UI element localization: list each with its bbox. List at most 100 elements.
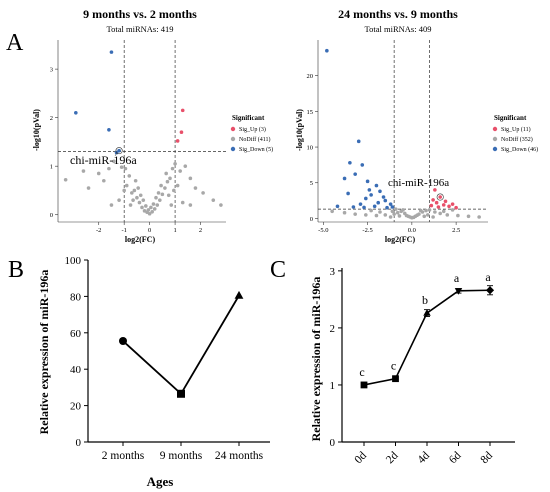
data-point: [374, 213, 379, 218]
data-point: [401, 208, 405, 212]
data-point: [450, 208, 455, 212]
legend-swatch: [230, 126, 236, 132]
x-tick-label: 0d: [353, 449, 370, 466]
data-point: [424, 208, 428, 213]
data-point: [179, 130, 184, 135]
data-point: [132, 188, 137, 193]
y-tick-label: 0: [50, 212, 53, 219]
data-point: [96, 171, 101, 176]
data-point: [170, 166, 175, 171]
x-tick-label: 2 months: [102, 450, 145, 462]
significance-letter: c: [391, 359, 396, 373]
y-tick-label: 1: [50, 164, 53, 171]
data-point-triangle: [423, 309, 431, 316]
data-point: [164, 171, 168, 176]
data-point: [365, 179, 370, 184]
data-point: [335, 204, 340, 209]
data-point: [374, 183, 379, 188]
data-point: [443, 199, 448, 204]
volcano2-ylabel: -log10(pVal): [295, 109, 304, 151]
panel-label-b: B: [8, 257, 24, 283]
data-point: [364, 213, 368, 217]
data-point: [163, 186, 167, 190]
data-point: [127, 174, 132, 178]
data-point: [86, 186, 91, 190]
data-point: [434, 200, 439, 205]
data-point: [109, 50, 114, 54]
data-point: [165, 179, 170, 184]
data-point: [427, 208, 432, 212]
data-point: [408, 215, 412, 219]
significance-letter: c: [359, 365, 364, 379]
data-point: [348, 160, 352, 165]
data-point-square: [177, 389, 185, 398]
data-point: [201, 191, 205, 195]
data-point: [441, 209, 446, 214]
data-point: [151, 202, 156, 206]
data-point: [342, 210, 347, 215]
data-point: [390, 205, 395, 209]
series-line: [122, 295, 240, 396]
data-point: [454, 205, 458, 210]
data-point: [107, 127, 111, 132]
data-point: [378, 189, 382, 194]
data-point: [376, 200, 381, 205]
y-tick-label: 40: [70, 364, 82, 376]
data-point: [188, 176, 193, 181]
data-point: [364, 196, 368, 201]
data-point: [146, 208, 151, 212]
data-point: [383, 213, 388, 217]
x-tick-label: -2: [96, 227, 101, 234]
annotation-circle: [115, 147, 123, 155]
y-tick-label: 3: [330, 266, 336, 278]
data-point: [330, 209, 334, 214]
data-point: [130, 191, 134, 195]
data-point: [378, 210, 382, 214]
data-point: [342, 176, 347, 181]
data-point: [159, 183, 163, 188]
data-point: [425, 213, 430, 217]
volcano1-legend-title: Significant: [232, 114, 265, 122]
data-point: [372, 204, 377, 209]
data-point: [160, 192, 165, 197]
data-point: [346, 191, 350, 196]
data-point: [358, 202, 363, 206]
legend-swatch: [230, 146, 236, 152]
x-tick-label: 2: [199, 227, 202, 234]
data-point: [140, 205, 144, 210]
data-point-diamond: [485, 286, 495, 295]
legend-swatch: [492, 136, 498, 142]
annotation-label: chi-miR-196a: [70, 153, 137, 167]
y-tick-label: 0: [310, 216, 313, 223]
data-point-triangle-down: [454, 288, 463, 295]
data-point: [133, 178, 138, 183]
data-point: [175, 139, 180, 143]
data-point: [394, 207, 398, 211]
data-point: [383, 198, 388, 203]
data-point: [431, 198, 435, 202]
y-tick-label: 3: [50, 67, 53, 74]
annotation-leader: [114, 152, 118, 157]
x-tick-label: 6d: [447, 449, 464, 466]
y-tick-label: 1: [330, 380, 336, 392]
y-tick-label: 60: [70, 328, 82, 340]
x-tick-label: -2.5: [362, 227, 372, 234]
significance-letter: a: [454, 271, 460, 285]
data-point: [122, 188, 126, 193]
data-point: [450, 202, 455, 206]
data-point: [438, 195, 442, 199]
data-point: [362, 205, 366, 210]
data-point: [128, 203, 133, 207]
volcano2-xlabel: log2(FC): [385, 235, 416, 244]
data-point: [433, 210, 437, 214]
x-tick-label: 2.5: [452, 227, 460, 234]
legend-swatch: [492, 126, 498, 132]
y-tick-label: 20: [70, 401, 82, 413]
legend-swatch: [230, 136, 236, 142]
data-point: [166, 193, 171, 198]
volcano2-legend-title: Significant: [494, 114, 527, 122]
data-point: [211, 198, 216, 202]
data-point: [144, 204, 148, 208]
data-point: [431, 215, 435, 219]
